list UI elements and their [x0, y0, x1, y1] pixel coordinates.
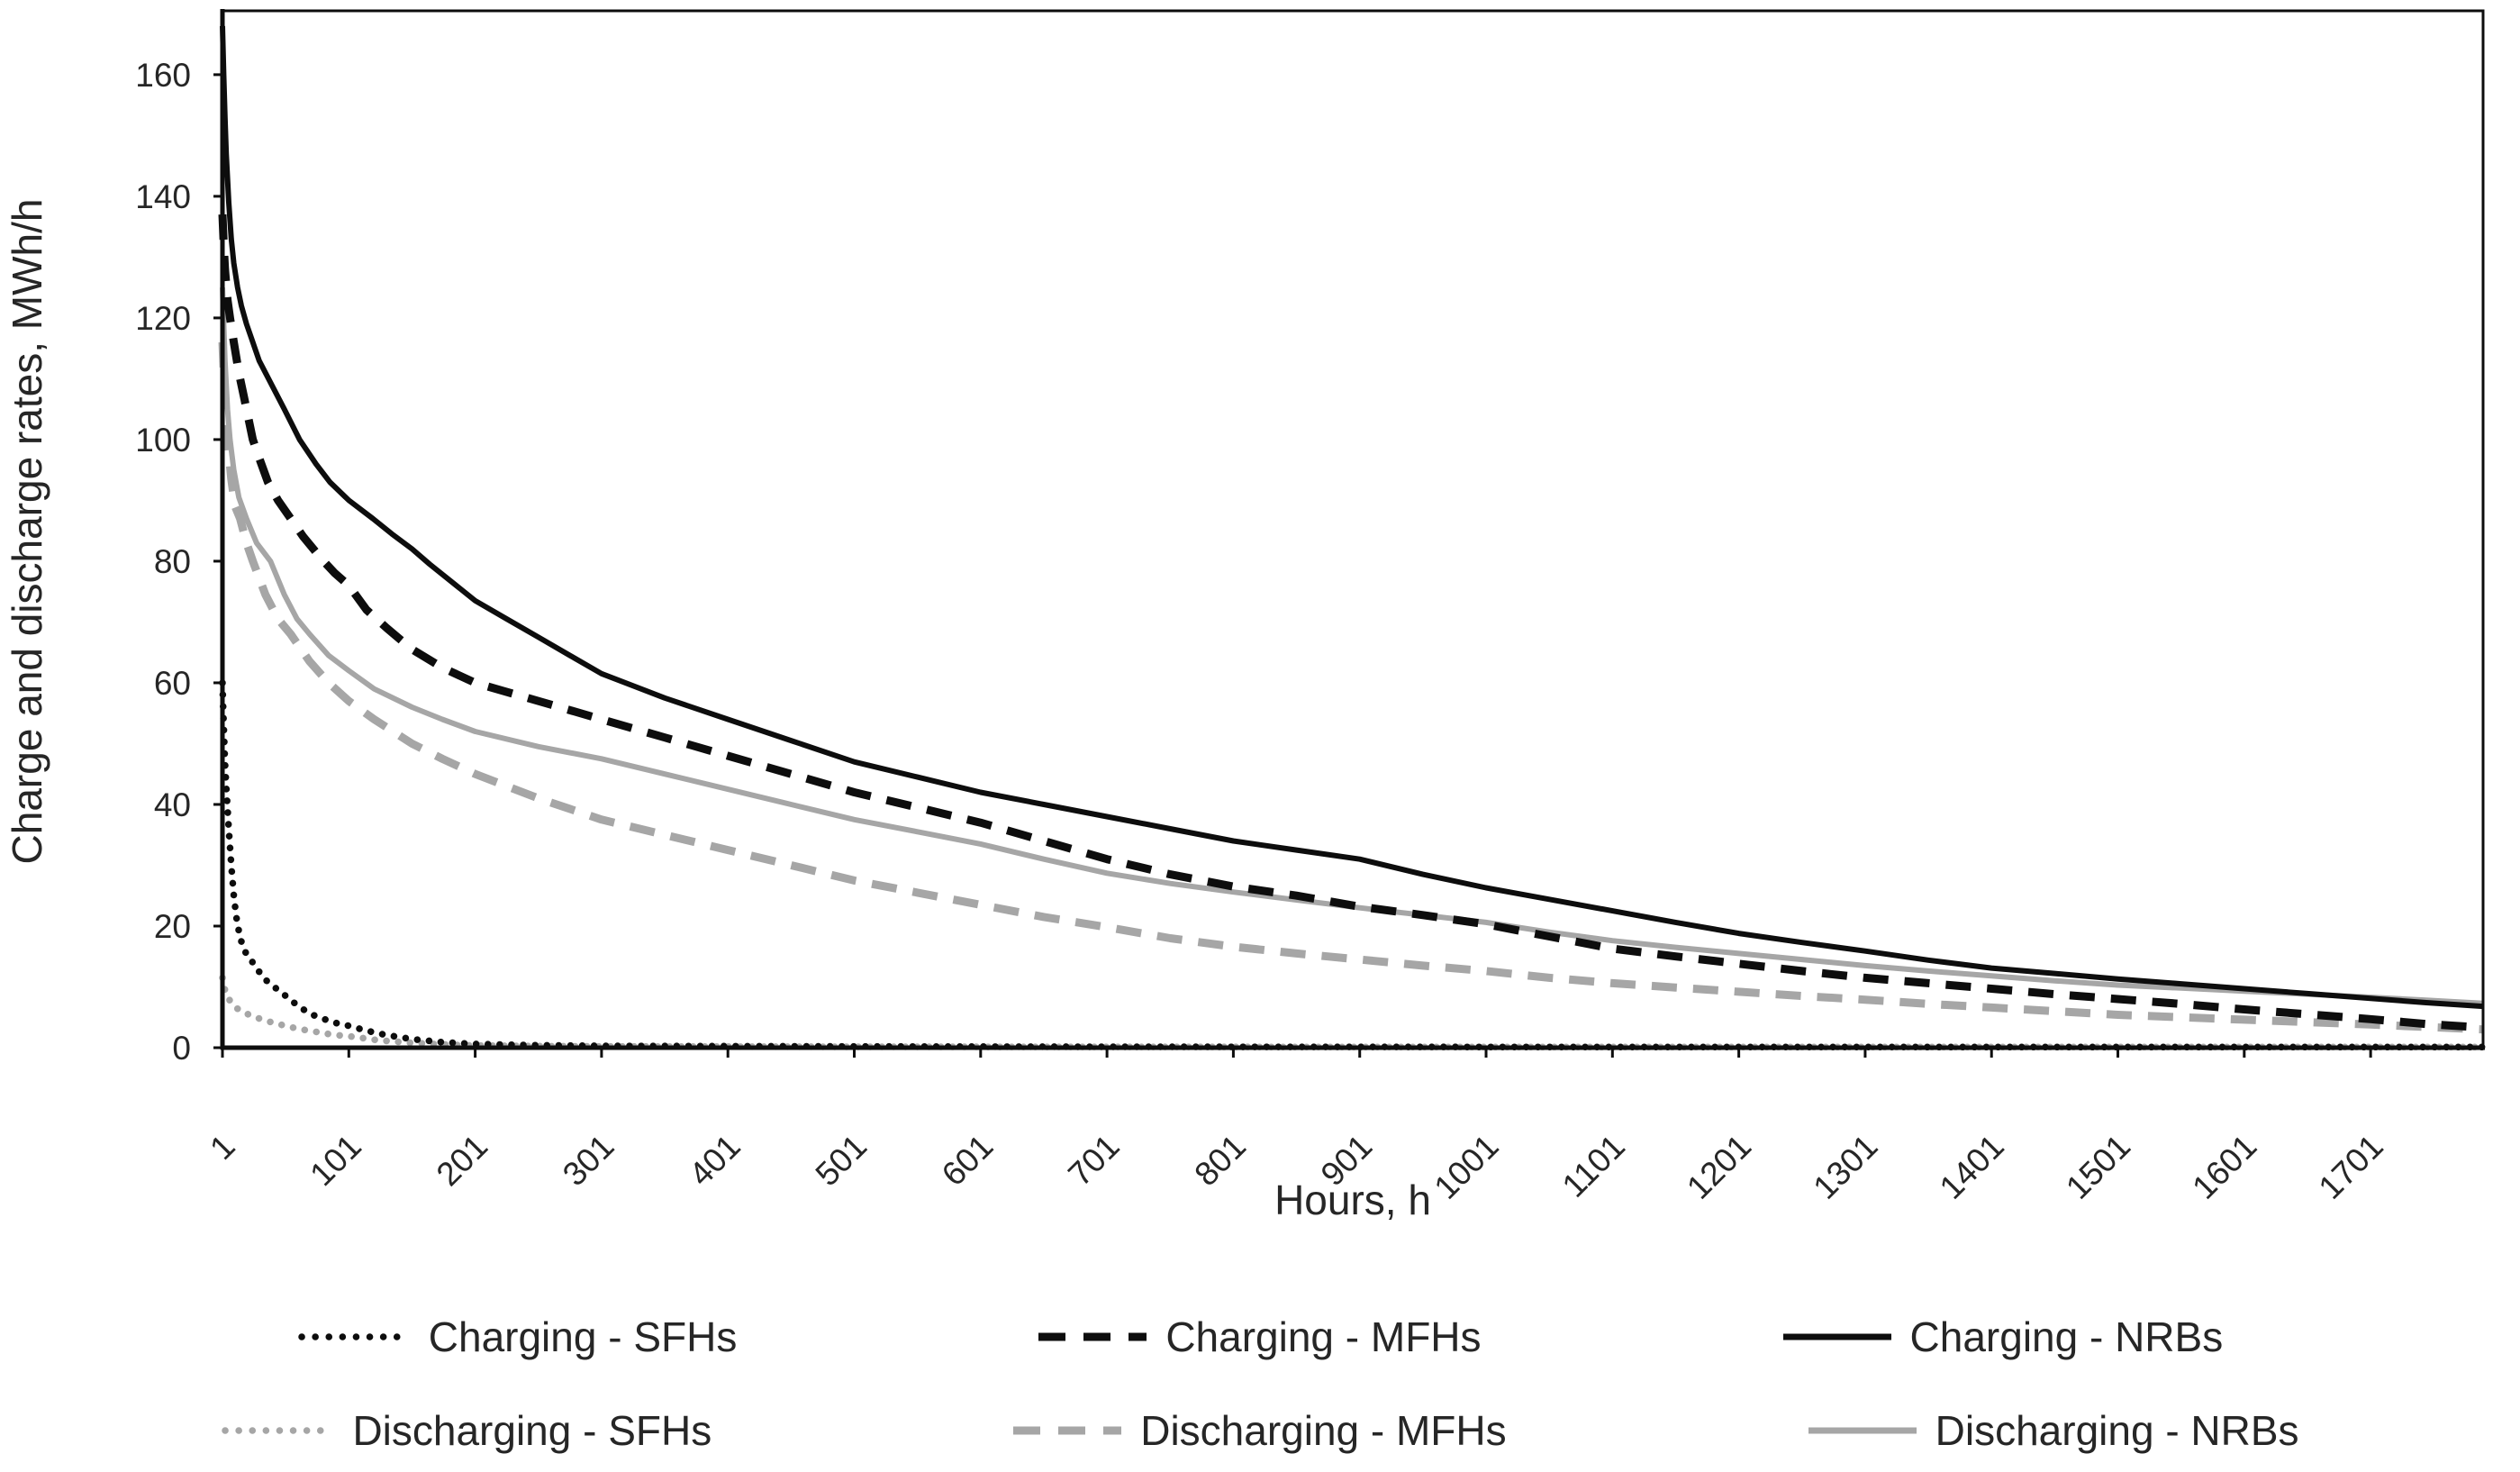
series-line-discharging-nrbs	[220, 287, 2484, 1006]
x-tick-label: 1501	[2059, 1128, 2137, 1206]
legend-label: Discharging - SFHs	[352, 1407, 712, 1454]
x-tick-label: 1101	[1555, 1128, 1632, 1204]
y-tick-label: 80	[154, 543, 191, 580]
y-tick-label: 60	[154, 665, 191, 702]
x-tick-label: 701	[1061, 1128, 1127, 1194]
y-tick-label: 120	[135, 300, 191, 337]
series-lines	[218, 25, 2487, 1051]
y-axis-tick-labels: 0 20 40 60 80 100 120 140 160	[135, 57, 191, 1067]
plot-border	[221, 9, 2485, 1049]
legend-item-charging-mfhs: Charging - MFHs	[1034, 1308, 1482, 1366]
legend-item-discharging-mfhs: Discharging - MFHs	[1009, 1402, 1507, 1459]
legend-label: Discharging - MFHs	[1140, 1407, 1507, 1454]
x-tick-label: 801	[1187, 1128, 1253, 1194]
dotted-line-icon	[222, 1427, 338, 1434]
legend-label: Charging - NRBs	[1909, 1313, 2224, 1360]
legend-item-discharging-sfhs: Discharging - SFHs	[221, 1402, 712, 1459]
y-tick-label: 0	[172, 1030, 191, 1067]
x-tick-label: 1701	[2312, 1128, 2390, 1206]
x-tick-label: 1201	[1680, 1128, 1758, 1206]
dashed-line-icon	[1038, 1332, 1147, 1341]
y-tick-label: 160	[135, 57, 191, 94]
x-tick-label: 601	[935, 1128, 1001, 1194]
legend-label: Charging - MFHs	[1165, 1313, 1482, 1360]
x-axis-title: Hours, h	[1274, 1177, 1431, 1223]
x-tick-label: 501	[809, 1128, 875, 1194]
solid-line-icon	[1782, 1333, 1891, 1340]
y-tick-label: 20	[154, 908, 191, 945]
dotted-line-icon	[298, 1333, 413, 1340]
legend-item-charging-nrbs: Charging - NRBs	[1779, 1308, 2224, 1366]
x-tick-label: 1001	[1427, 1128, 1505, 1206]
legend-item-discharging-nrbs: Discharging - NRBs	[1804, 1402, 2299, 1459]
dashed-line-icon	[1013, 1426, 1122, 1435]
legend-item-charging-sfhs: Charging - SFHs	[297, 1308, 738, 1366]
x-tick-label: 1601	[2185, 1128, 2263, 1206]
solid-line-icon	[1808, 1427, 1917, 1434]
series-line-discharging-mfhs	[218, 341, 2484, 1034]
axes	[213, 9, 2485, 1058]
x-tick-label: 301	[556, 1128, 621, 1194]
x-tick-label: 1301	[1806, 1128, 1884, 1206]
series-line-charging-nrbs	[220, 25, 2484, 1010]
series-line-charging-sfhs	[219, 679, 2487, 1051]
x-tick-label: 101	[303, 1128, 368, 1194]
legend-row-2: Discharging - SFHs Discharging - MFHs Disc…	[221, 1402, 2299, 1459]
y-axis-title: Charge and discharge rates, MWh/h	[4, 199, 50, 865]
y-tick-label: 40	[154, 786, 191, 823]
y-tick-label: 140	[135, 178, 191, 215]
legend-row-1: Charging - SFHs Charging - MFHs Charging -…	[297, 1308, 2223, 1366]
y-tick-label: 100	[135, 422, 191, 459]
legend-label: Charging - SFHs	[428, 1313, 738, 1360]
x-tick-label: 401	[682, 1128, 748, 1194]
legend-label: Discharging - NRBs	[1935, 1407, 2299, 1454]
x-tick-label: 1401	[1933, 1128, 2011, 1206]
series-line-charging-mfhs	[218, 214, 2484, 1032]
x-tick-label: 1	[203, 1128, 242, 1168]
x-tick-label: 201	[430, 1128, 495, 1194]
chart-legend: Charging - SFHs Charging - MFHs Charging -…	[0, 1308, 2520, 1459]
